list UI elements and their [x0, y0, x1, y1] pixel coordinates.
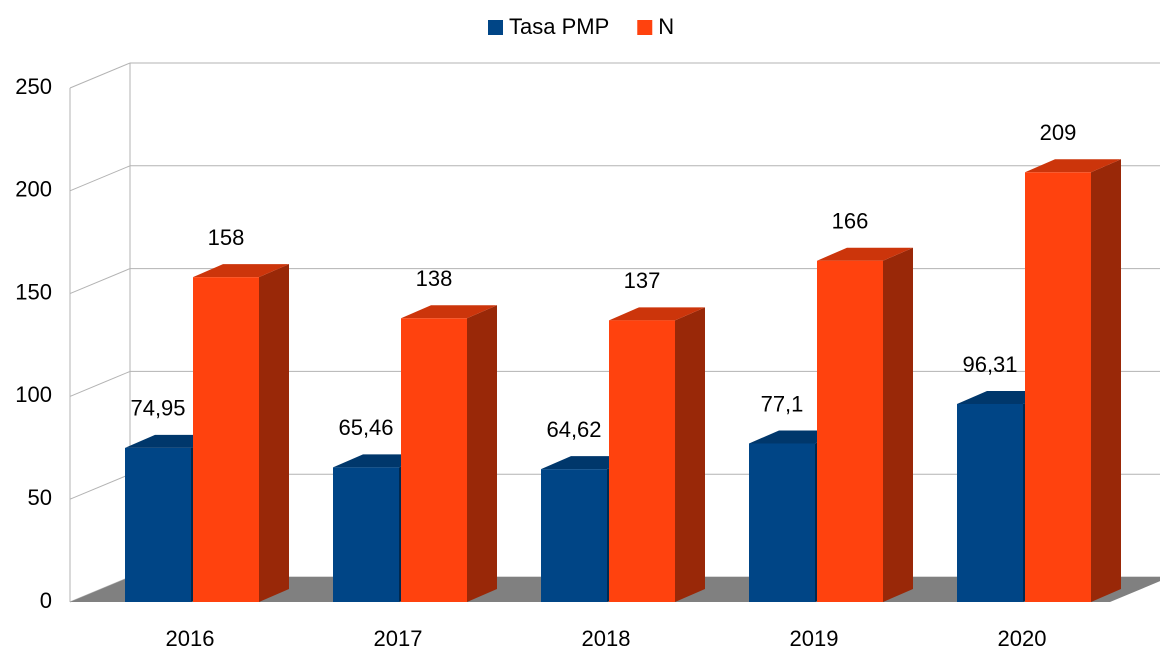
bar — [541, 469, 607, 602]
data-label: 65,46 — [338, 415, 393, 440]
legend-swatch — [637, 20, 653, 35]
bar — [749, 443, 815, 602]
bar-top — [817, 247, 913, 261]
tick-mark — [69, 370, 131, 397]
y-tick-label: 0 — [40, 588, 52, 613]
bar — [193, 277, 259, 602]
y-tick-label: 150 — [15, 279, 52, 304]
bar-side — [467, 305, 497, 602]
bar — [333, 467, 399, 602]
bar-side — [675, 307, 705, 602]
x-tick-label: 2016 — [166, 626, 215, 651]
bar — [817, 260, 883, 602]
bar-top — [1025, 159, 1121, 173]
data-label: 138 — [416, 266, 453, 291]
tick-mark — [69, 268, 131, 295]
data-label: 209 — [1040, 120, 1077, 145]
x-tick-label: 2019 — [790, 626, 839, 651]
y-tick-label: 200 — [15, 177, 52, 202]
legend-label: Tasa PMP — [509, 14, 609, 39]
data-label: 74,95 — [130, 396, 185, 421]
y-tick-label: 250 — [15, 74, 52, 99]
data-label: 137 — [624, 268, 661, 293]
legend-swatch — [488, 20, 503, 35]
x-tick-label: 2018 — [582, 626, 631, 651]
y-tick-label: 50 — [28, 485, 52, 510]
bar — [401, 318, 467, 602]
bar-side — [1091, 159, 1121, 602]
legend-label: N — [658, 14, 674, 39]
data-label: 96,31 — [962, 352, 1017, 377]
data-label: 77,1 — [761, 391, 804, 416]
data-label: 64,62 — [546, 417, 601, 442]
bar — [125, 447, 191, 602]
bar-top — [609, 307, 705, 321]
data-label: 158 — [208, 225, 245, 250]
bar-top — [193, 264, 289, 278]
tick-mark — [69, 62, 131, 89]
tick-mark — [69, 165, 131, 192]
bar — [609, 320, 675, 602]
bar-side — [883, 247, 913, 603]
tick-mark — [69, 473, 131, 500]
x-tick-label: 2017 — [374, 626, 423, 651]
bar — [957, 403, 1023, 602]
bar-side — [259, 264, 289, 602]
data-label: 166 — [832, 209, 869, 234]
y-tick-label: 100 — [15, 382, 52, 407]
bar-top — [401, 305, 497, 319]
bar — [1025, 172, 1091, 602]
x-tick-label: 2020 — [998, 626, 1047, 651]
